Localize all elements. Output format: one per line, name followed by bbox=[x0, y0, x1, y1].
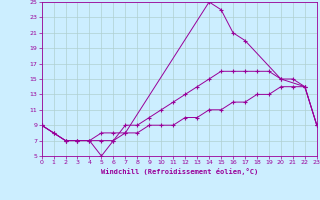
X-axis label: Windchill (Refroidissement éolien,°C): Windchill (Refroidissement éolien,°C) bbox=[100, 168, 258, 175]
